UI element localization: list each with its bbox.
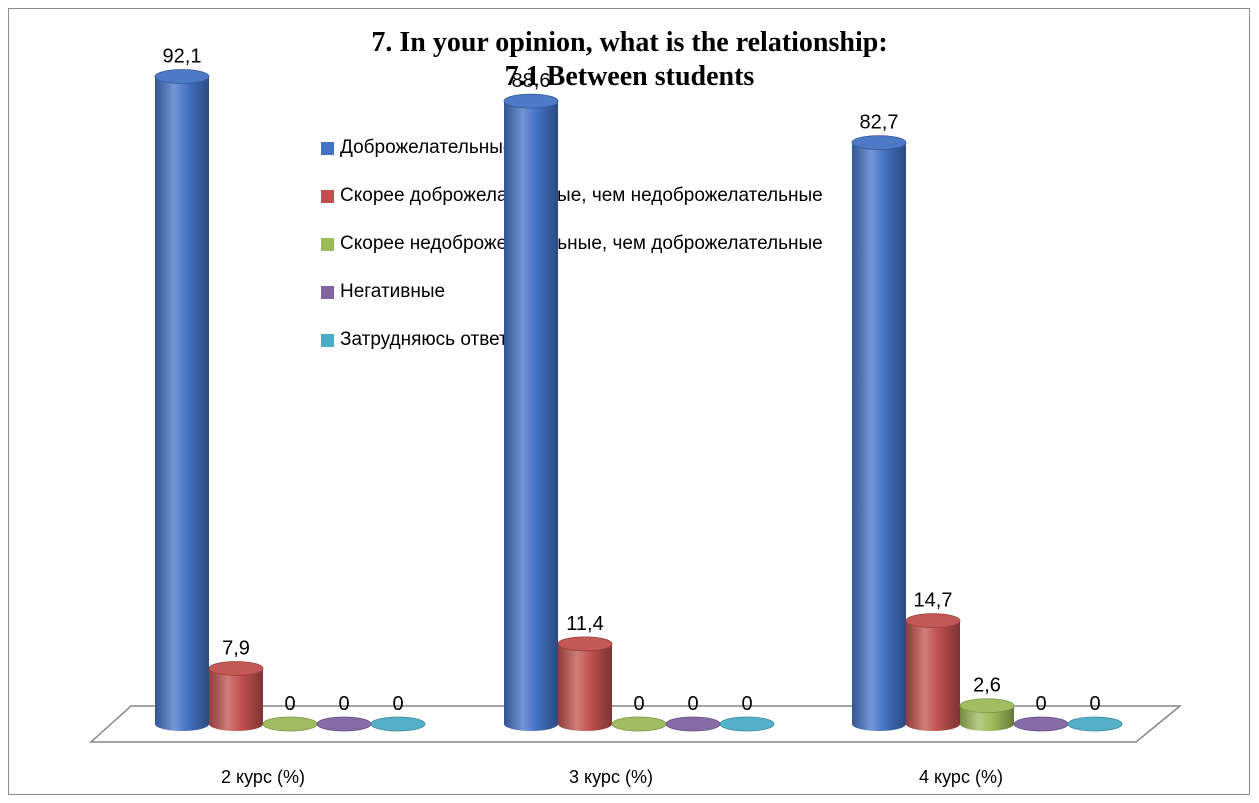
category-label: 3 курс (%) [569, 767, 653, 787]
data-label: 82,7 [860, 112, 899, 134]
legend-swatch [321, 237, 334, 251]
legend-swatch [321, 285, 334, 299]
data-label: 14,7 [914, 590, 953, 612]
bar-top [905, 613, 961, 629]
legend-swatch [321, 141, 334, 155]
data-label: 11,4 [566, 613, 603, 635]
bar-top [851, 135, 907, 151]
legend-item: Скорее доброжелательные, чем недоброжела… [321, 182, 823, 210]
bar-top [1013, 716, 1069, 732]
bar-top [208, 661, 264, 676]
legend-item: Негативные [321, 278, 445, 306]
bar-top [1067, 716, 1123, 732]
legend-label: Скорее недоброжелательные, чем доброжела… [340, 233, 823, 254]
legend-label: Доброжелательные [340, 137, 514, 158]
bar-top [665, 716, 721, 732]
bar [852, 142, 906, 731]
data-label: 88,6 [512, 70, 551, 92]
bar-top [316, 716, 372, 732]
bar-top [154, 69, 210, 84]
data-label: 0 [392, 693, 403, 715]
bar-top [370, 716, 426, 732]
bar-top [262, 716, 318, 732]
bar [906, 620, 960, 731]
data-label: 0 [687, 693, 698, 715]
data-label: 7,9 [222, 637, 250, 659]
legend-label: Затрудняюсь ответить [340, 329, 537, 350]
bar-top [557, 636, 613, 652]
bar [504, 101, 558, 732]
data-label: 0 [284, 693, 295, 715]
legend-item: Доброжелательные [321, 134, 513, 162]
legend-item: Затрудняюсь ответить [321, 326, 537, 354]
data-label: 0 [741, 693, 752, 715]
bar-top [959, 698, 1015, 714]
legend-swatch [321, 189, 334, 203]
legend-label: Негативные [340, 281, 446, 302]
bar [558, 643, 612, 731]
data-label: 0 [1035, 693, 1046, 715]
bar-top [503, 93, 559, 109]
data-label: 0 [633, 693, 644, 715]
data-label: 2,6 [973, 675, 1001, 697]
chart-title: 7. In your opinion, what is the relation… [0, 26, 1259, 94]
legend-swatch [321, 333, 334, 347]
bar [209, 668, 263, 731]
category-label: 4 курс (%) [919, 767, 1003, 787]
legend-item: Скорее недоброжелательные, чем доброжела… [321, 230, 823, 258]
data-label: 0 [338, 693, 349, 715]
data-label: 0 [1089, 693, 1100, 715]
data-label: 92,1 [163, 46, 202, 68]
category-label: 2 курс (%) [221, 767, 305, 787]
bar-top [611, 716, 667, 732]
chart-title-line-2: 7.1 Between students [504, 61, 755, 92]
legend-label: Скорее доброжелательные, чем недоброжела… [340, 185, 823, 206]
bar [155, 76, 209, 732]
chart-title-line-1: 7. In your opinion, what is the relation… [371, 27, 888, 58]
bar-top [719, 716, 775, 732]
